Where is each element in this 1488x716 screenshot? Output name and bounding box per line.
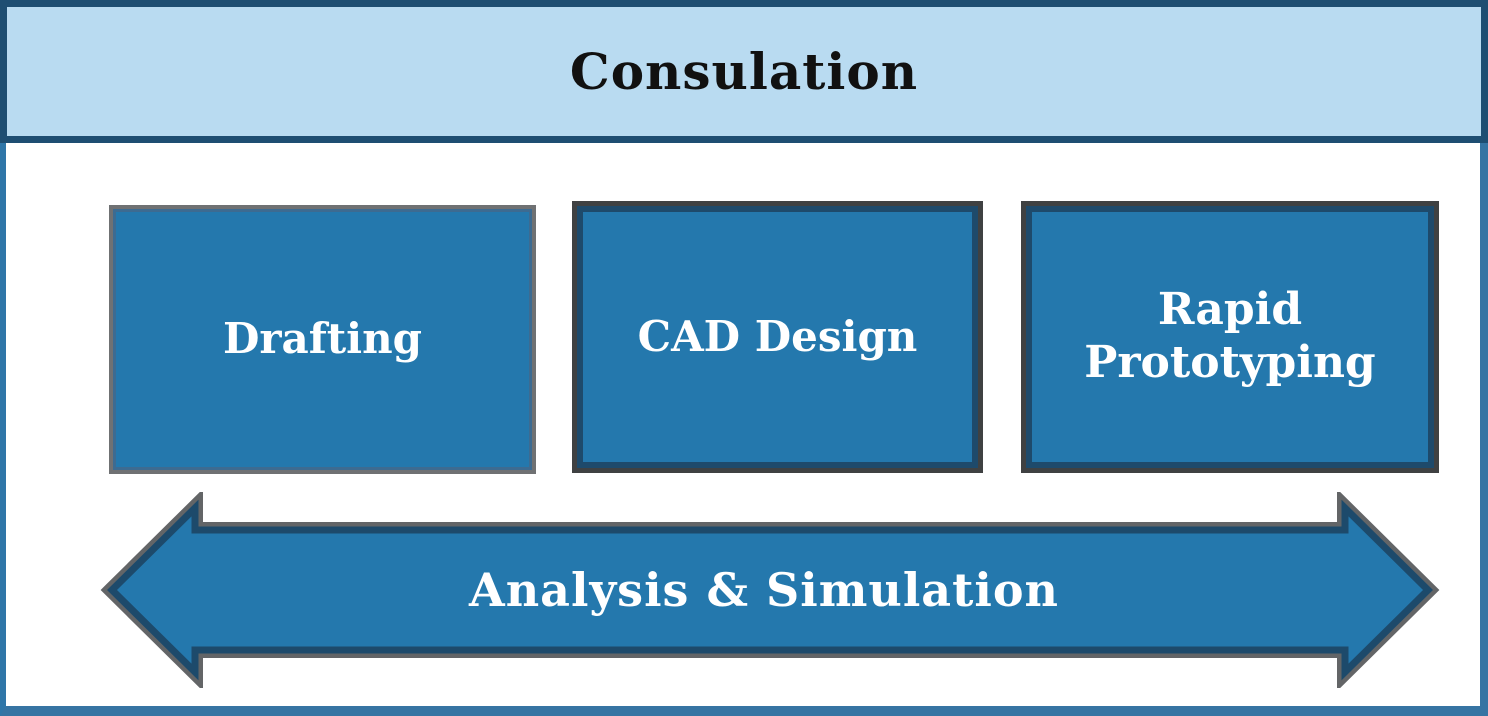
process-box-label: Rapid Prototyping [1084,284,1376,388]
process-box-label: Drafting [222,314,423,364]
arrow-label: Analysis & Simulation [469,563,1059,617]
process-box-rapid-prototyping: Rapid Prototyping [1021,201,1439,473]
double-headed-arrow [100,492,1440,688]
process-box-drafting: Drafting [109,205,536,474]
banner-title: Consulation [569,42,919,101]
consultation-banner: Consulation [0,0,1488,143]
process-box-cad-design: CAD Design [572,201,983,473]
arrow-body [107,499,1433,681]
process-box-label: CAD Design [637,311,918,361]
